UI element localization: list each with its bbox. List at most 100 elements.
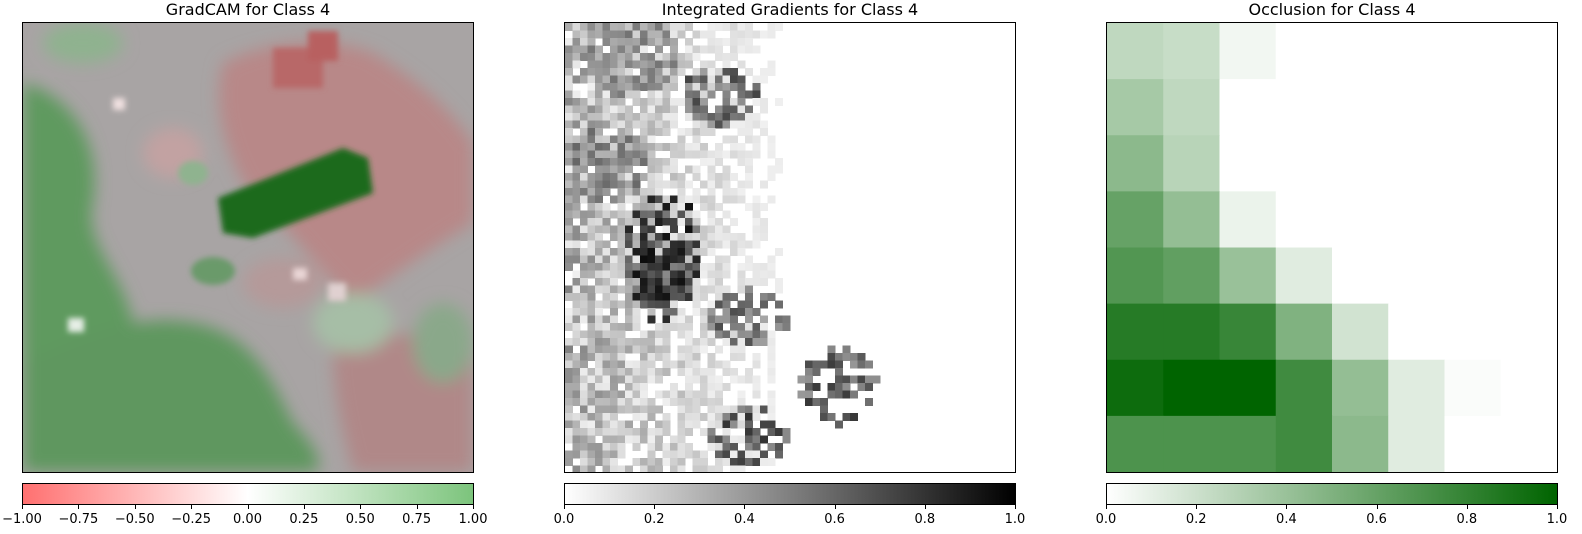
ig-cell bbox=[580, 465, 588, 472]
ig-cell bbox=[602, 83, 611, 91]
ig-cell bbox=[595, 150, 603, 159]
ig-cell bbox=[722, 83, 731, 91]
ig-cell bbox=[587, 83, 596, 91]
ig-cell bbox=[692, 398, 701, 406]
ig-cell bbox=[632, 135, 641, 144]
ig-cell bbox=[760, 218, 768, 226]
gradcam-region-bottom-left-field bbox=[23, 320, 319, 472]
ig-cell bbox=[595, 263, 603, 271]
ig-cell bbox=[730, 218, 738, 226]
ig-cell bbox=[685, 83, 693, 91]
colorbar-tick-label: 0.4 bbox=[734, 512, 755, 527]
ig-cell bbox=[662, 98, 671, 106]
ig-cell bbox=[602, 188, 611, 196]
occlusion-cell bbox=[1275, 23, 1333, 80]
ig-cell bbox=[572, 120, 581, 129]
ig-cell bbox=[827, 353, 836, 361]
ig-cell bbox=[565, 188, 573, 196]
ig-cell bbox=[572, 353, 581, 361]
ig-cell bbox=[617, 225, 626, 234]
colorbar-tick-label: 1.00 bbox=[458, 512, 488, 527]
ig-cell bbox=[670, 398, 678, 406]
ig-cell bbox=[610, 428, 618, 436]
ig-cell bbox=[820, 405, 828, 414]
ig-cell bbox=[587, 38, 596, 46]
ig-cell bbox=[700, 150, 708, 159]
ig-cell bbox=[610, 323, 618, 331]
ig-cell bbox=[632, 45, 641, 54]
ig-cell bbox=[625, 158, 633, 166]
ig-cell bbox=[670, 105, 678, 114]
ig-cell bbox=[625, 128, 633, 136]
ig-cell bbox=[685, 450, 693, 459]
occlusion-cell bbox=[1219, 415, 1277, 472]
ig-cell bbox=[767, 428, 776, 436]
ig-cell bbox=[677, 405, 686, 414]
colorbar-tick-label: 1.0 bbox=[1004, 512, 1026, 527]
ig-cell bbox=[610, 90, 618, 99]
occlusion-cell bbox=[1107, 247, 1164, 305]
ig-cell bbox=[580, 405, 588, 414]
ig-cell bbox=[775, 23, 783, 31]
ig-cell bbox=[707, 285, 716, 294]
ig-cell bbox=[587, 150, 596, 159]
ig-cell bbox=[572, 240, 581, 249]
ig-cell bbox=[572, 465, 581, 472]
ig-cell bbox=[572, 323, 581, 331]
ig-cell bbox=[647, 398, 656, 406]
ig-cell bbox=[662, 90, 671, 99]
ig-cell bbox=[602, 180, 611, 189]
ig-cell bbox=[715, 173, 723, 181]
ig-cell bbox=[565, 225, 573, 234]
ig-cell bbox=[580, 225, 588, 234]
ig-cell bbox=[760, 30, 768, 39]
ig-cell bbox=[820, 398, 828, 406]
ig-cell bbox=[647, 165, 656, 174]
ig-cell bbox=[730, 420, 738, 429]
ig-cell bbox=[685, 233, 693, 241]
ig-cell bbox=[745, 338, 753, 346]
ig-cell bbox=[625, 315, 633, 324]
ig-cell bbox=[610, 165, 618, 174]
ig-cell bbox=[610, 270, 618, 279]
ig-cell bbox=[647, 233, 656, 241]
ig-cell bbox=[677, 330, 686, 339]
ig-cell bbox=[745, 255, 753, 264]
ig-cell bbox=[752, 360, 761, 369]
ig-cell bbox=[670, 233, 678, 241]
ig-cell bbox=[610, 38, 618, 46]
ig-cell bbox=[700, 390, 708, 399]
ig-cell bbox=[662, 353, 671, 361]
ig-cell bbox=[692, 293, 701, 301]
ig-cell bbox=[692, 30, 701, 39]
ig-cell bbox=[647, 83, 656, 91]
occlusion-cell bbox=[1163, 135, 1220, 192]
ig-cell bbox=[610, 360, 618, 369]
ig-cell bbox=[587, 435, 596, 444]
ig-cell bbox=[730, 173, 738, 181]
occlusion-cell bbox=[1388, 79, 1445, 136]
ig-cell bbox=[587, 308, 596, 316]
ig-cell bbox=[722, 38, 731, 46]
ig-cell bbox=[865, 383, 873, 391]
ig-cell bbox=[655, 428, 663, 436]
ig-cell bbox=[685, 113, 693, 121]
ig-cell bbox=[632, 113, 641, 121]
ig-cell bbox=[805, 368, 813, 376]
ig-cell bbox=[685, 60, 693, 69]
ig-cell bbox=[700, 240, 708, 249]
ig-cell bbox=[655, 240, 663, 249]
ig-cell bbox=[752, 413, 761, 421]
occlusion-cell bbox=[1332, 23, 1389, 80]
ig-cell bbox=[677, 443, 686, 451]
ig-cell bbox=[677, 398, 686, 406]
ig-cell bbox=[745, 428, 753, 436]
ig-cell bbox=[647, 368, 656, 376]
ig-cell bbox=[640, 248, 648, 256]
ig-cell bbox=[587, 353, 596, 361]
ig-cell bbox=[565, 143, 573, 151]
ig-cell bbox=[595, 233, 603, 241]
ig-cell bbox=[587, 338, 596, 346]
ig-cell bbox=[617, 143, 626, 151]
ig-cell bbox=[745, 420, 753, 429]
